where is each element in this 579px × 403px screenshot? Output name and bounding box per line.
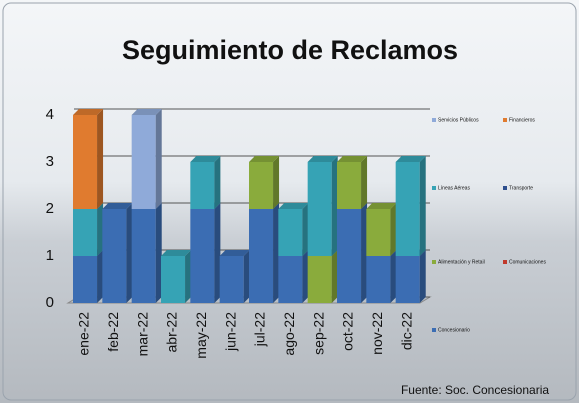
bar-side — [331, 250, 338, 303]
x-tick-label: nov-22 — [369, 312, 385, 355]
legend-label: Alimentación y Retail — [438, 259, 485, 265]
x-tick-label: sep-22 — [310, 312, 326, 355]
bar-segment — [73, 115, 98, 209]
bar-side — [302, 250, 309, 303]
bar-side — [419, 250, 426, 303]
legend-swatch — [432, 328, 436, 332]
y-tick-label: 4 — [46, 106, 54, 123]
bar-segment — [366, 209, 391, 256]
legend-label: Líneas Aéreas — [438, 185, 470, 191]
bar-side — [185, 250, 192, 303]
bar-segment — [131, 209, 156, 303]
bar-side — [214, 203, 221, 303]
bar-side — [390, 250, 397, 303]
bar-top — [161, 250, 192, 256]
chart-title: Seguimiento de Reclamos — [122, 35, 458, 65]
bar-segment — [73, 256, 98, 303]
legend-label: Comunicaciones — [509, 259, 546, 265]
bar-side — [126, 203, 133, 303]
x-tick-label: dic-22 — [398, 312, 414, 350]
bar-segment — [337, 209, 362, 303]
bar-top — [337, 156, 368, 162]
bar-side — [419, 156, 426, 256]
bar-segment — [307, 256, 332, 303]
y-tick-label: 1 — [46, 247, 54, 264]
bar-side — [155, 109, 162, 209]
bar-top — [366, 203, 397, 209]
x-tick-label: ene-22 — [76, 312, 92, 356]
x-tick-label: feb-22 — [105, 312, 121, 352]
legend-swatch — [432, 118, 436, 122]
legend-label: Concesionario — [438, 327, 470, 333]
bar-segment — [102, 209, 127, 303]
x-tick-label: mar-22 — [134, 312, 150, 357]
bar-side — [155, 203, 162, 303]
bar-segment — [190, 162, 215, 209]
bar-top — [190, 156, 221, 162]
bar-segment — [219, 256, 244, 303]
bar-top — [219, 250, 250, 256]
x-tick-label: abr-22 — [164, 312, 180, 353]
bar-segment — [366, 256, 391, 303]
source: Fuente: Soc. Concesionaria — [401, 383, 549, 397]
bar-segment — [278, 209, 303, 256]
bar-segment — [337, 162, 362, 209]
bar-side — [273, 203, 280, 303]
bar-side — [97, 250, 104, 303]
bar-side — [97, 109, 104, 209]
bar-side — [214, 156, 221, 209]
bar-segment — [249, 162, 274, 209]
bar-segment — [395, 256, 420, 303]
x-tick-label: may-22 — [193, 312, 209, 359]
bar-side — [243, 250, 250, 303]
x-tick-label: oct-22 — [340, 312, 356, 351]
legend-swatch — [432, 186, 436, 190]
legend-swatch — [503, 186, 507, 190]
bar-side — [97, 203, 104, 256]
legend-swatch — [503, 118, 507, 122]
bar-segment — [131, 115, 156, 209]
bar-segment — [249, 209, 274, 303]
legend-label: Financieros — [509, 117, 535, 123]
legend-swatch — [503, 260, 507, 264]
bar-side — [361, 203, 368, 303]
bar-top — [249, 156, 280, 162]
bar-segment — [307, 162, 332, 256]
bar-side — [361, 156, 368, 209]
bar-segment — [395, 162, 420, 256]
y-tick-label: 0 — [46, 294, 54, 311]
bar-side — [331, 156, 338, 256]
bar-side — [302, 203, 309, 256]
legend-label: Servicios Públicos — [438, 117, 479, 123]
x-tick-label: ago-22 — [281, 312, 297, 356]
bar-top — [395, 156, 426, 162]
bar-segment — [190, 209, 215, 303]
y-tick-label: 2 — [46, 200, 54, 217]
bar-segment — [161, 256, 186, 303]
bar-top — [73, 109, 104, 115]
bar-segment — [73, 209, 98, 256]
legend-label: Transporte — [509, 185, 533, 191]
bar-top — [102, 203, 133, 209]
y-tick-label: 3 — [46, 153, 54, 170]
x-tick-label: jun-22 — [222, 312, 238, 352]
legend-swatch — [432, 260, 436, 264]
bar-top — [307, 156, 338, 162]
bar-segment — [278, 256, 303, 303]
x-tick-label: jul-22 — [252, 312, 268, 347]
bar-top — [278, 203, 309, 209]
bar-side — [273, 156, 280, 209]
bar-side — [390, 203, 397, 256]
bar-top — [131, 109, 162, 115]
